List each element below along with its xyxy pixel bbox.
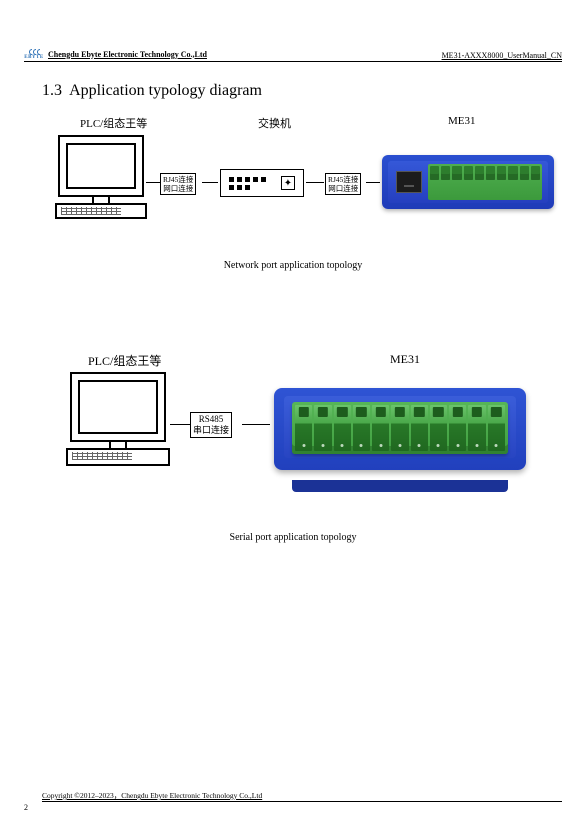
connection-line [242, 424, 270, 425]
connection-line [366, 182, 380, 183]
network-switch-icon: ✦ [220, 169, 304, 197]
section-title: Application typology diagram [69, 82, 262, 99]
diagram2-caption: Serial port application topology [0, 532, 586, 543]
ebyte-logo: EBYTE [24, 48, 44, 60]
link-text-2: 网口连接 [328, 184, 358, 193]
page-header: EBYTE Chengdu Ebyte Electronic Technolog… [24, 48, 562, 62]
section-heading: 1.3 Application typology diagram [42, 82, 262, 100]
plc-label: PLC/组态王等 [80, 115, 147, 131]
plc-label: PLC/组态王等 [88, 352, 161, 369]
me31-device-large [274, 374, 526, 484]
page-footer: Copyright ©2012–2023，Chengdu Ebyte Elect… [42, 790, 562, 802]
link-text-1: RJ45连接 [328, 175, 358, 184]
logo-text: EBYTE [24, 55, 43, 60]
diagram1-caption: Network port application topology [0, 260, 586, 271]
me31-label: ME31 [448, 115, 476, 127]
connection-line [170, 424, 190, 425]
page-number: 2 [24, 803, 28, 812]
header-doc-ref: ME31-AXXX8000_UserManual_CN [442, 51, 562, 60]
section-number: 1.3 [42, 82, 62, 99]
header-left: EBYTE Chengdu Ebyte Electronic Technolog… [24, 48, 207, 60]
rj45-link-label-left: RJ45连接 网口连接 [160, 173, 196, 195]
link-text-1: RJ45连接 [163, 175, 193, 184]
terminal-block-icon [292, 402, 508, 454]
connection-line [146, 182, 160, 183]
rs485-link-label: RS485 串口连接 [190, 412, 232, 438]
rj45-link-label-right: RJ45连接 网口连接 [325, 173, 361, 195]
link-text-1: RS485 [193, 414, 229, 425]
switch-label: 交换机 [258, 115, 291, 131]
connection-line [202, 182, 218, 183]
computer-icon [70, 372, 166, 466]
link-text-2: 串口连接 [193, 425, 229, 436]
diagram-serial-topology: PLC/组态王等 ME31 RS485 串口连接 [30, 352, 556, 512]
link-text-2: 网口连接 [163, 184, 193, 193]
terminal-block-icon [428, 164, 542, 200]
computer-icon [58, 135, 144, 219]
diagram-network-topology: PLC/组态王等 交换机 ME31 RJ45连接 网口连接 ✦ RJ45连接 网… [30, 115, 556, 245]
switch-ports-icon [229, 177, 273, 190]
me31-device-small [382, 143, 554, 221]
header-company: Chengdu Ebyte Electronic Technology Co.,… [48, 50, 207, 59]
connection-line [306, 182, 324, 183]
switch-uplink-icon: ✦ [281, 176, 295, 190]
me31-label: ME31 [390, 352, 420, 367]
ethernet-port-icon [396, 171, 422, 193]
